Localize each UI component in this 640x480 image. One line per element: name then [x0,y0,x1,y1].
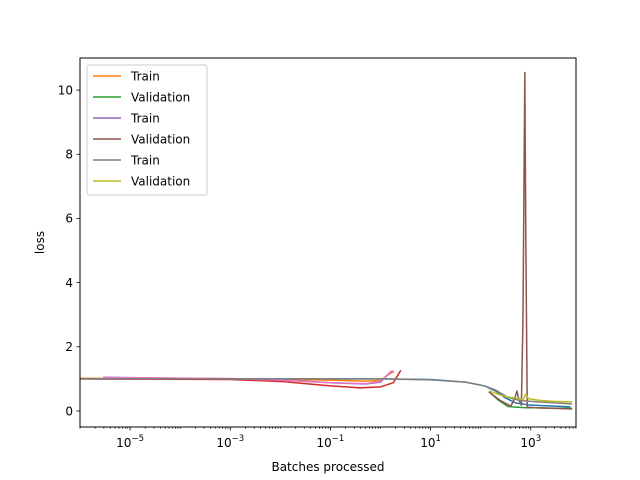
x-tick-label: 10−1 [317,434,345,450]
legend-label: Validation [131,132,190,146]
y-tick-label: 10 [58,83,73,97]
y-tick-label: 6 [65,212,73,226]
legend-label: Train [130,153,160,167]
x-tick-label: 101 [420,434,441,450]
series-layer [80,71,573,410]
legend-label: Train [130,69,160,83]
y-tick-label: 8 [65,148,73,162]
series-line-6 [488,71,573,410]
y-tick-label: 2 [65,340,73,354]
x-tick-label: 10−3 [216,434,244,450]
series-line-4 [80,369,402,389]
x-tick-label: 10−5 [116,434,144,450]
series-line-8 [80,378,573,405]
legend-label: Validation [131,90,190,104]
legend-label: Validation [131,174,190,188]
x-tick-label: 103 [520,434,541,450]
legend-label: Train [130,111,160,125]
series-line-9 [488,390,573,403]
ticks-layer: 10−5 10−3 10−1 101 103 0 2 4 6 8 10 [58,83,577,450]
x-axis-label: Batches processed [271,460,384,474]
y-axis-label: loss [33,231,47,254]
y-tick-label: 0 [65,404,73,418]
legend: Train Validation Train Validation Train Valid… [86,64,208,196]
y-tick-label: 4 [65,276,73,290]
